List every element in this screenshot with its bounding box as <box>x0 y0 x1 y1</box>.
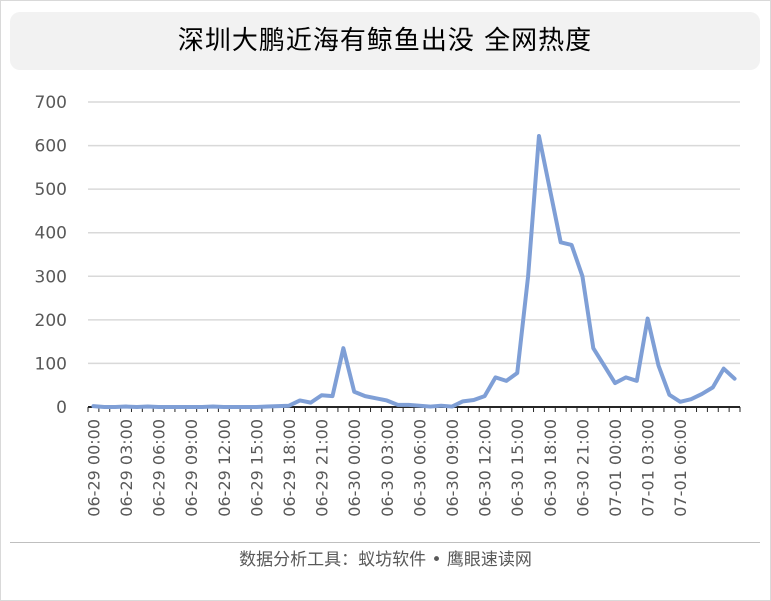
title-bar: 深圳大鹏近海有鲸鱼出没 全网热度 <box>10 12 760 70</box>
x-tick-label: 06-29 00:00 <box>84 419 103 517</box>
x-tick-label: 06-30 06:00 <box>410 419 429 517</box>
y-tick-label: 400 <box>35 224 67 244</box>
source-note: 数据分析工具：蚁坊软件 • 鹰眼速读网 <box>239 550 532 570</box>
y-tick-label: 500 <box>35 180 67 200</box>
y-tick-label: 700 <box>35 93 67 113</box>
y-tick-label: 300 <box>35 267 67 287</box>
x-tick-label: 06-30 03:00 <box>378 419 397 517</box>
x-tick-label: 06-30 21:00 <box>573 419 592 517</box>
x-tick-label: 06-30 00:00 <box>345 419 364 517</box>
x-tick-label: 06-29 15:00 <box>247 419 266 517</box>
x-tick-label: 06-29 18:00 <box>280 419 299 517</box>
x-tick-label: 07-01 06:00 <box>671 419 690 517</box>
y-tick-label: 600 <box>35 137 67 157</box>
x-tick-label: 06-30 15:00 <box>508 419 527 517</box>
footer-divider <box>10 542 760 543</box>
x-tick-label: 06-29 09:00 <box>182 419 201 517</box>
x-tick-label: 06-29 21:00 <box>313 419 332 517</box>
x-tick-label: 06-29 03:00 <box>117 419 136 517</box>
x-tick-label: 06-29 06:00 <box>150 419 169 517</box>
x-tick-label: 06-29 12:00 <box>215 419 234 517</box>
chart-title: 深圳大鹏近海有鲸鱼出没 全网热度 <box>177 26 593 56</box>
y-tick-label: 100 <box>35 354 67 374</box>
x-tick-label: 07-01 03:00 <box>639 419 658 517</box>
x-tick-label: 07-01 00:00 <box>606 419 625 517</box>
y-tick-label: 0 <box>56 398 67 418</box>
x-tick-label: 06-30 18:00 <box>541 419 560 517</box>
x-tick-label: 06-30 09:00 <box>443 419 462 517</box>
y-tick-label: 200 <box>35 311 67 331</box>
x-tick-label: 06-30 12:00 <box>476 419 495 517</box>
series-line <box>91 133 737 409</box>
